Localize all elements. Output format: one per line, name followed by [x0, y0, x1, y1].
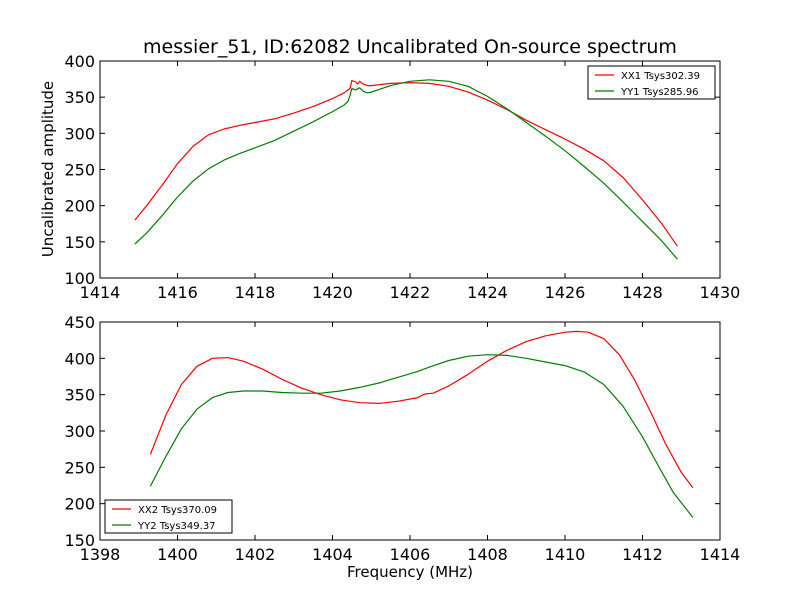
- y-tick-label-top: 250: [64, 161, 95, 180]
- y-tick-label-bottom: 350: [64, 386, 95, 405]
- x-tick-label-top: 1418: [235, 283, 276, 302]
- y-tick-label-bottom: 200: [64, 495, 95, 514]
- y-tick-label-top: 300: [64, 124, 95, 143]
- series-line-xx2: [149, 330, 694, 489]
- ticks-top: 1414 1416 1418 1420 1422 1424 1426 1428 1430 100 1…: [64, 52, 740, 302]
- legend-top: XX1 Tsys302.39 YY1 Tsys285.96: [587, 65, 716, 100]
- x-tick-label-top: 1430: [700, 283, 741, 302]
- x-tick-label-top: 1414: [80, 283, 121, 302]
- y-tick-label-bottom: 250: [64, 458, 95, 477]
- series-lines-bottom: [149, 330, 694, 518]
- x-tick-label-bottom: 1404: [312, 545, 353, 564]
- legend-label-yy2: YY2 Tsys349.37: [137, 521, 216, 532]
- y-tick-label-bottom: 450: [64, 313, 95, 332]
- legend-label-yy1: YY1 Tsys285.96: [620, 87, 699, 98]
- x-tick-label-bottom: 1398: [80, 545, 121, 564]
- y-tick-label-top: 350: [64, 88, 95, 107]
- y-tick-label-top: 200: [64, 197, 95, 216]
- x-tick-label-top: 1428: [622, 283, 663, 302]
- series-line-yy2: [149, 354, 694, 518]
- x-tick-label-top: 1424: [467, 283, 508, 302]
- x-tick-label-bottom: 1402: [235, 545, 276, 564]
- x-tick-label-top: 1426: [545, 283, 586, 302]
- x-tick-label-bottom: 1410: [545, 545, 586, 564]
- x-axis-label: Frequency (MHz): [347, 563, 473, 581]
- x-tick-label-bottom: 1400: [157, 545, 198, 564]
- legend-label-xx2: XX2 Tsys370.09: [138, 505, 217, 516]
- ticks-bottom: 1398 1400 1402 1404 1406 1408 1410 1412 1414 150 2…: [64, 313, 740, 564]
- series-lines-top: [134, 79, 678, 260]
- x-tick-label-top: 1422: [390, 283, 431, 302]
- x-tick-label-top: 1420: [312, 283, 353, 302]
- y-tick-label-top: 400: [64, 52, 95, 71]
- y-tick-label-top: 100: [64, 269, 95, 288]
- spectrum-plot-top: 1414 1416 1418 1420 1422 1424 1426 1428 1430 100 1…: [64, 52, 740, 302]
- x-tick-label-bottom: 1414: [700, 545, 741, 564]
- legend-label-xx1: XX1 Tsys302.39: [621, 71, 700, 82]
- y-tick-label-bottom: 150: [64, 531, 95, 550]
- y-axis-label: Uncalibrated amplitude: [39, 81, 57, 257]
- series-line-yy1: [134, 79, 678, 260]
- y-tick-label-bottom: 400: [64, 349, 95, 368]
- x-tick-label-top: 1416: [157, 283, 198, 302]
- legend-box-top: [587, 65, 716, 100]
- legend-box-bottom: [104, 499, 233, 534]
- legend-bottom: XX2 Tsys370.09 YY2 Tsys349.37: [104, 499, 233, 534]
- x-tick-label-bottom: 1408: [467, 545, 508, 564]
- series-line-xx1: [134, 79, 678, 247]
- spectrum-plot-bottom: 1398 1400 1402 1404 1406 1408 1410 1412 1414 150 2…: [64, 313, 740, 564]
- x-tick-label-bottom: 1406: [390, 545, 431, 564]
- y-tick-label-bottom: 300: [64, 422, 95, 441]
- chart-title: messier_51, ID:62082 Uncalibrated On-sou…: [143, 36, 677, 58]
- x-tick-label-bottom: 1412: [622, 545, 663, 564]
- y-tick-label-top: 150: [64, 233, 95, 252]
